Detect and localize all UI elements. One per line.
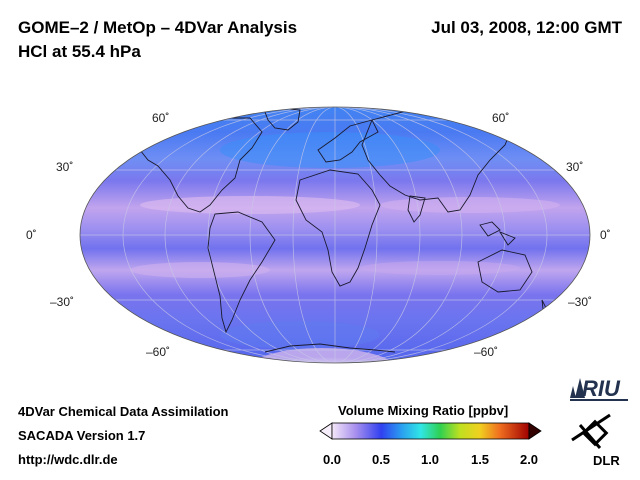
vmr-patch: [130, 262, 270, 278]
colorbar-tick: 1.5: [470, 452, 490, 467]
riu-logo: RIU: [570, 376, 628, 401]
colorbar-tick: 0.5: [371, 452, 391, 467]
lat-label-30n-left: 30˚: [56, 160, 74, 174]
colorbar-tick: 2.0: [519, 452, 539, 467]
colorbar: [319, 422, 542, 440]
dlr-logo-text: DLR: [593, 453, 620, 468]
lat-label-30s-left: –30˚: [50, 295, 75, 309]
colorbar-tick: 1.0: [420, 452, 440, 467]
datetime: Jul 03, 2008, 12:00 GMT: [431, 18, 622, 37]
lat-label-eq-right: 0˚: [600, 228, 611, 242]
lat-label-eq-left: 0˚: [26, 228, 37, 242]
footer-line-1: 4DVar Chemical Data Assimilation: [18, 404, 229, 419]
colorbar-over-arrow: [528, 422, 542, 440]
lat-label-60s-left: –60˚: [146, 345, 171, 359]
antarctic-high-values: [247, 348, 397, 363]
footer-link[interactable]: http://wdc.dlr.de: [18, 452, 118, 467]
lat-label-30n-right: 30˚: [566, 160, 584, 174]
colorbar-under-arrow: [319, 422, 333, 440]
subtitle: HCl at 55.4 hPa: [18, 42, 141, 61]
vmr-patch: [140, 196, 360, 214]
colorbar-gradient: [331, 422, 530, 440]
vmr-patch: [360, 261, 520, 275]
title: GOME–2 / MetOp – 4DVar Analysis: [18, 18, 298, 37]
vmr-patch: [380, 197, 560, 213]
vmr-patch: [220, 321, 380, 349]
footer-line-2: SACADA Version 1.7: [18, 428, 146, 443]
lat-label-60n-left: 60˚: [152, 111, 170, 125]
colorbar-tick: 0.0: [322, 452, 342, 467]
lat-label-30s-right: –30˚: [568, 295, 593, 309]
vmr-patch: [220, 132, 440, 168]
colorbar-title: Volume Mixing Ratio [ppbv]: [338, 403, 509, 418]
dlr-logo: [571, 413, 611, 449]
map-border: [79, 106, 591, 364]
lat-label-60n-right: 60˚: [492, 111, 510, 125]
riu-logo-text: RIU: [582, 376, 621, 401]
lat-label-60s-right: –60˚: [474, 345, 499, 359]
